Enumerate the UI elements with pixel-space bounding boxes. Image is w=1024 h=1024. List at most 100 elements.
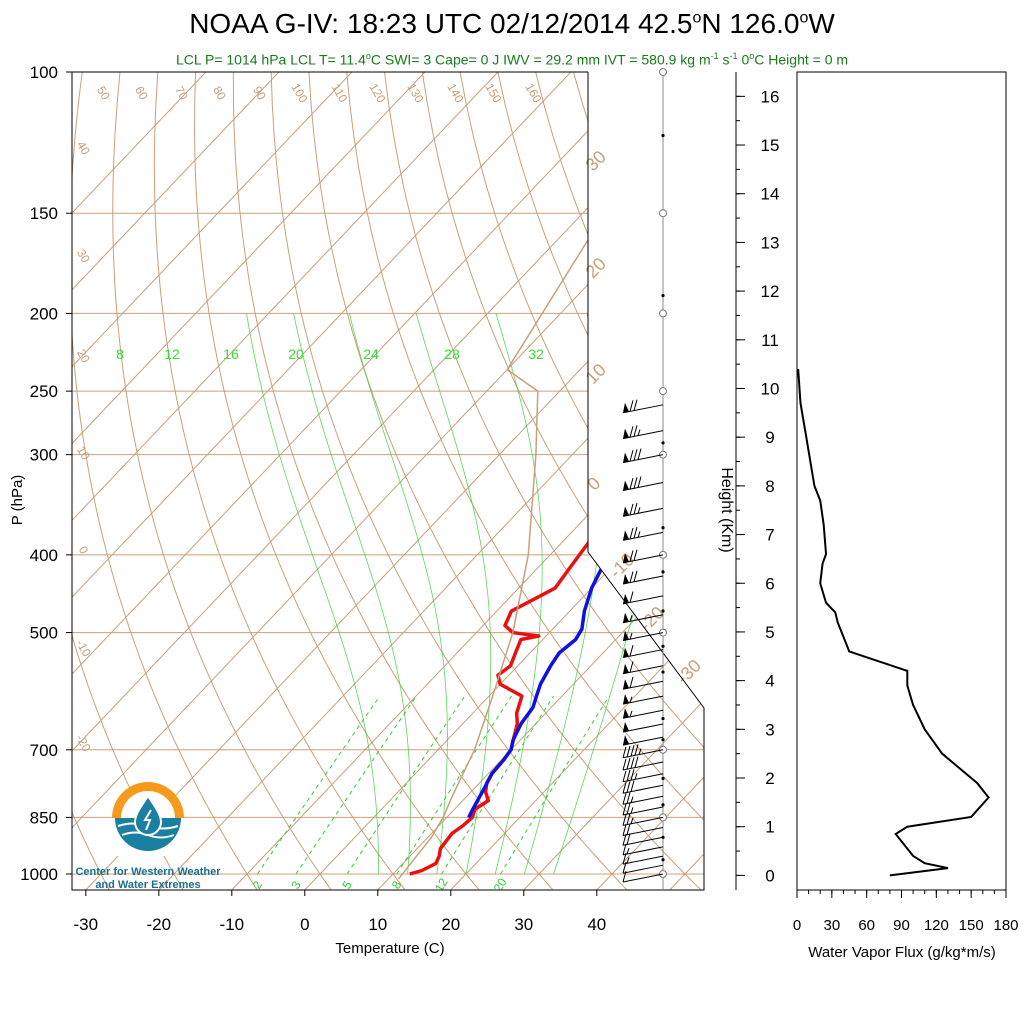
- y-axis-tick-label: 850: [30, 808, 58, 827]
- wvf-x-tick-label: 30: [823, 917, 840, 934]
- height-axis-tick-label: 8: [765, 477, 774, 496]
- isotherm-line: [85, 72, 704, 890]
- wvf-x-tick-label: 120: [924, 917, 949, 934]
- wind-barb-full: [629, 426, 634, 438]
- wind-barb-half: [638, 748, 642, 755]
- wind-barb-half: [629, 615, 633, 622]
- wind-barb-full: [630, 745, 635, 757]
- y-axis-tick-label: 700: [30, 741, 58, 760]
- x-axis-label: Temperature (C): [335, 940, 444, 957]
- y-axis-tick-label: 300: [30, 446, 58, 465]
- dry-adiabat-line: [194, 72, 481, 890]
- moist-adiabat-line: [553, 313, 680, 875]
- logo-line-2: and Water Extremes: [95, 879, 201, 891]
- wind-barb-shaft: [622, 430, 664, 440]
- wvf-x-axis-label: Water Vapor Flux (g/kg*m/s): [808, 944, 996, 961]
- dry-adiabat-line: [308, 72, 703, 890]
- height-axis-tick-label: 13: [761, 233, 780, 252]
- wind-barb-shaft: [622, 749, 664, 759]
- isotherm-line: [523, 72, 704, 890]
- level-marker-dot: [661, 803, 665, 807]
- wind-barb-full: [622, 834, 627, 846]
- wind-barb-shaft: [622, 595, 664, 605]
- wind-barb-shaft: [622, 649, 664, 659]
- mixing-ratio-label: 3: [288, 878, 304, 891]
- logo-bolt-icon: [143, 809, 152, 831]
- wind-barb-full: [629, 661, 634, 673]
- wind-barb-half: [637, 429, 641, 436]
- wind-barb-full: [622, 853, 627, 865]
- wind-barb-full: [622, 770, 627, 782]
- wind-barb-shaft: [622, 864, 664, 874]
- wind-barb-full: [626, 803, 631, 815]
- wind-barb-full: [622, 793, 627, 805]
- wind-barb-shaft: [622, 784, 664, 794]
- wind-barb-shaft: [622, 531, 664, 541]
- wind-barb-full: [626, 745, 631, 758]
- wind-barb-shaft: [622, 614, 664, 624]
- wind-barb-shaft: [622, 773, 664, 783]
- moist-adiabat-label: 12: [164, 346, 180, 362]
- wind-barb-full: [622, 782, 627, 794]
- wind-barb-half: [637, 507, 641, 514]
- wind-barb-full: [629, 477, 634, 490]
- mixing-ratio-label: 12: [432, 875, 451, 894]
- wind-barb-flag: [623, 452, 629, 463]
- wind-barb-half: [629, 710, 633, 718]
- wind-barb-full: [633, 549, 638, 561]
- dry-adiabat-label: 110: [329, 81, 351, 105]
- wind-barb-shaft: [622, 736, 664, 746]
- dry-adiabat-line: [72, 72, 185, 890]
- y-axis-label: P (hPa): [9, 475, 26, 526]
- wind-barb-full: [634, 756, 639, 768]
- level-marker-dot: [661, 716, 665, 721]
- wind-barb-half: [630, 796, 634, 803]
- isotherm-line: [72, 72, 704, 890]
- wind-barbs: [622, 68, 667, 890]
- wind-barb-flag: [623, 480, 629, 491]
- height-axis-label: Height (Km): [718, 467, 735, 552]
- height-axis-tick-label: 6: [765, 574, 774, 593]
- wind-barb-shaft: [622, 873, 664, 883]
- isotherm-label: 30: [582, 147, 610, 175]
- wind-barb-full: [622, 746, 627, 758]
- wind-barb-shaft: [622, 695, 664, 705]
- wind-barb-full: [633, 425, 638, 437]
- wvf-x-tick-label: 180: [993, 917, 1018, 934]
- wind-barb-shaft: [622, 761, 664, 771]
- dry-adiabat-label: 160: [522, 81, 544, 106]
- wind-barb-full: [626, 813, 631, 825]
- level-marker-dot: [661, 133, 665, 138]
- height-axis-tick-label: 9: [765, 428, 774, 447]
- moist-adiabat-label: 28: [444, 346, 460, 362]
- moist-adiabat-label: 32: [528, 346, 544, 362]
- isotherm-line: [304, 72, 704, 890]
- isotherm-line: [72, 72, 207, 890]
- wind-barb-full: [629, 450, 634, 462]
- mixing-ratio-line: [396, 695, 512, 875]
- wind-barb-full: [626, 792, 631, 804]
- wind-barb-full: [622, 758, 627, 771]
- wind-barb-flag: [623, 735, 629, 746]
- isotherm-line: [72, 72, 572, 890]
- dry-adiabat-label: 70: [172, 84, 191, 103]
- isotherm-line: [72, 72, 426, 890]
- dry-adiabat-label: 50: [94, 84, 113, 103]
- wind-barb-full: [626, 781, 631, 793]
- wvf-x-tick-label: 60: [858, 917, 875, 934]
- moist-adiabat-label: 16: [223, 346, 239, 362]
- wind-barb-flag: [623, 679, 629, 690]
- dry-adiabat-label: 30: [74, 247, 93, 266]
- moist-adiabat-line: [293, 313, 411, 875]
- height-axis-tick-label: 1: [765, 818, 774, 837]
- dry-adiabat-label: 120: [366, 81, 388, 106]
- profile-temperature-line: [409, 390, 627, 876]
- wind-barb-shaft: [622, 827, 664, 836]
- dry-adiabat-label: 20: [74, 347, 93, 366]
- wvf-frame: [796, 71, 1007, 891]
- wind-barb-full: [633, 527, 638, 539]
- dry-adiabat-line: [421, 72, 704, 890]
- level-marker-dot: [661, 441, 665, 445]
- height-axis-tick-label: 7: [765, 526, 774, 545]
